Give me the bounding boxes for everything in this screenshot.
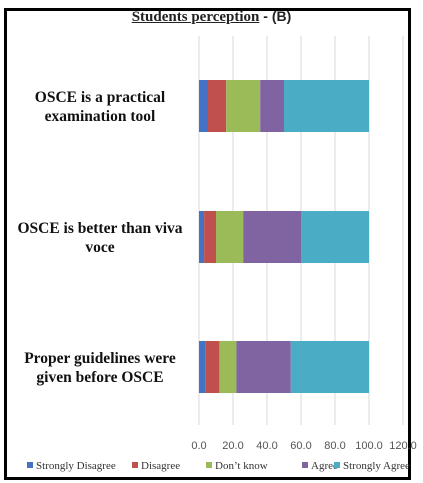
bar-segment-3-3 [219,341,237,393]
bar-segment-2-3 [216,211,244,263]
bar-segment-2-1 [199,211,205,263]
bar-segment-2-5 [301,211,369,263]
legend-swatch-3 [206,462,212,468]
x-tick-label-2: 40.0 [256,440,277,452]
legend-label-3: Don’t know [215,460,268,472]
category-label-3: Proper guidelines were given before OSCE [24,350,176,386]
legend-label-1: Strongly Disagree [36,460,116,472]
bar-segment-3-4 [236,341,291,393]
bar-segment-1-1 [199,80,208,132]
bar-segment-3-5 [290,341,369,393]
category-label-1: OSCE is a practical examination tool [35,89,166,125]
x-tick-label-1: 20.0 [222,440,243,452]
bar-segment-3-1 [199,341,206,393]
chart-title: Students perception - (B) [0,8,423,26]
bar-segment-1-5 [284,80,369,132]
x-tick-label-3: 60.0 [290,440,311,452]
legend-swatch-4 [302,462,308,468]
bar-segment-2-2 [204,211,216,263]
x-tick-label-6: 120.0 [389,440,417,452]
legend-swatch-1 [27,462,33,468]
x-tick-label-5: 100.0 [355,440,383,452]
legend-label-2: Disagree [141,460,180,472]
chart-title-suffix: - (B) [259,8,292,24]
chart-title-main: Students perception [131,9,260,25]
legend-label-4: Agree [311,460,338,472]
category-label-2: OSCE is better than viva voce [17,220,182,256]
bar-segment-3-2 [205,341,220,393]
x-tick-label-4: 80.0 [324,440,345,452]
bar-segment-1-4 [260,80,284,132]
legend-swatch-5 [334,462,340,468]
legend-swatch-2 [132,462,138,468]
bar-segment-1-3 [226,80,261,132]
bar-segment-1-2 [207,80,227,132]
legend-label-5: Strongly Agree [343,460,410,472]
x-tick-label-0: 0.0 [191,440,206,452]
bar-segment-2-4 [243,211,301,263]
